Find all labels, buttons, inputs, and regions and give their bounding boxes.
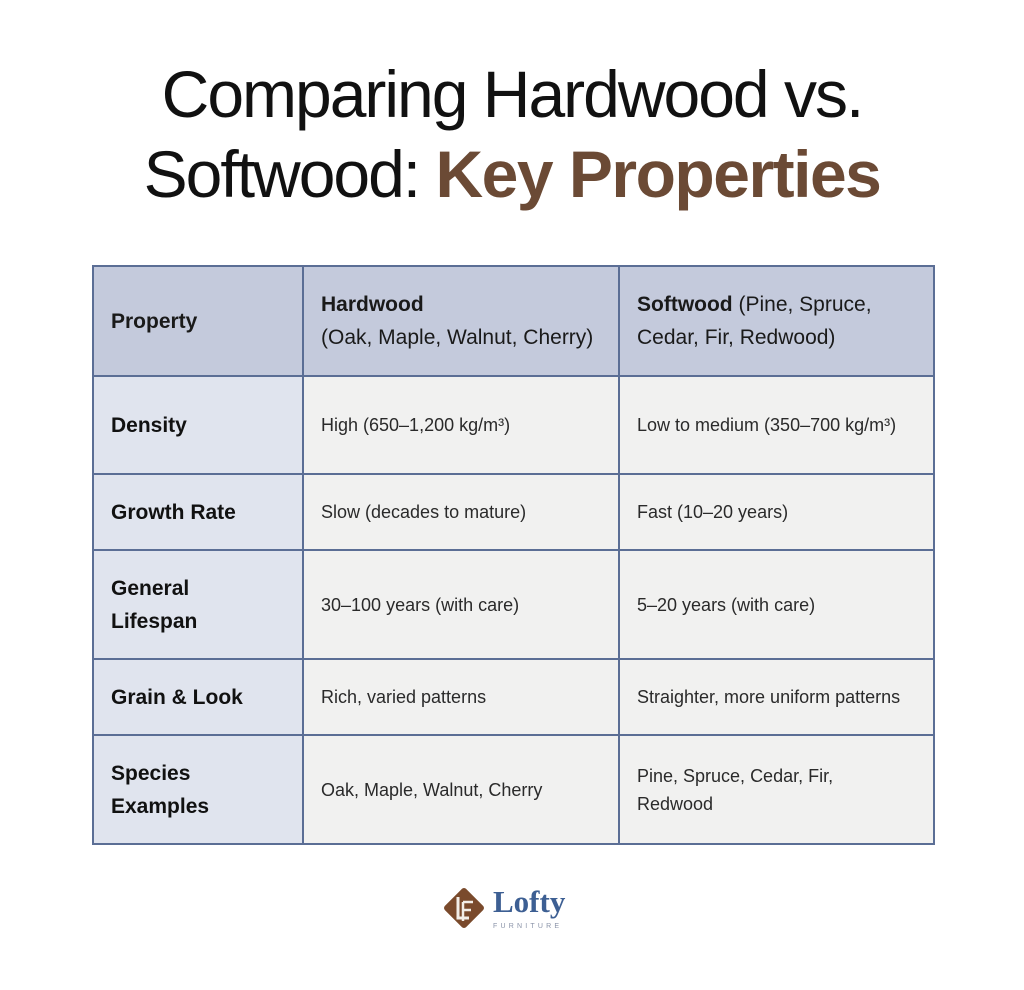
- lf-monogram-diamond-icon: [444, 888, 484, 928]
- logo-subtitle: FURNITURE: [493, 923, 563, 930]
- logo-name: Lofty: [493, 884, 566, 919]
- header-hardwood: Hardwood (Oak, Maple, Walnut, Cherry): [302, 265, 620, 377]
- title-line-1: Comparing Hardwood vs.: [161, 57, 865, 131]
- hardwood-cell: Rich, varied patterns: [302, 658, 620, 736]
- header-softwood: Softwood (Pine, Spruce, Cedar, Fir, Redw…: [618, 265, 935, 377]
- table-row: Species Examples Oak, Maple, Walnut, Che…: [92, 734, 935, 845]
- page-title: Comparing Hardwood vs. Softwood: Key Pro…: [0, 54, 1024, 214]
- title-accent: Key Properties: [435, 137, 881, 211]
- hardwood-cell: 30–100 years (with care): [302, 549, 620, 660]
- softwood-cell: Pine, Spruce, Cedar, Fir, Redwood: [618, 734, 935, 845]
- table-row: Grain & Look Rich, varied patterns Strai…: [92, 658, 935, 736]
- table-header-row: Property Hardwood (Oak, Maple, Walnut, Ch…: [92, 265, 935, 377]
- property-cell: Species Examples: [92, 734, 304, 845]
- hardwood-cell: Oak, Maple, Walnut, Cherry: [302, 734, 620, 845]
- softwood-cell: Straighter, more uniform patterns: [618, 658, 935, 736]
- softwood-cell: Fast (10–20 years): [618, 473, 935, 551]
- brand-logo: Lofty FURNITURE: [441, 884, 565, 932]
- comparison-table: Property Hardwood (Oak, Maple, Walnut, Ch…: [92, 265, 935, 845]
- property-cell: General Lifespan: [92, 549, 304, 660]
- property-cell: Growth Rate: [92, 473, 304, 551]
- softwood-cell: 5–20 years (with care): [618, 549, 935, 660]
- table-row: Density High (650–1,200 kg/m³) Low to me…: [92, 375, 935, 475]
- title-plain: Softwood:: [143, 137, 436, 211]
- property-cell: Density: [92, 375, 304, 475]
- table-row: Growth Rate Slow (decades to mature) Fas…: [92, 473, 935, 551]
- header-property: Property: [92, 265, 304, 377]
- property-cell: Grain & Look: [92, 658, 304, 736]
- hardwood-cell: High (650–1,200 kg/m³): [302, 375, 620, 475]
- table-row: General Lifespan 30–100 years (with care…: [92, 549, 935, 660]
- softwood-cell: Low to medium (350–700 kg/m³): [618, 375, 935, 475]
- title-line-2: Softwood: Key Properties: [0, 134, 1024, 214]
- hardwood-cell: Slow (decades to mature): [302, 473, 620, 551]
